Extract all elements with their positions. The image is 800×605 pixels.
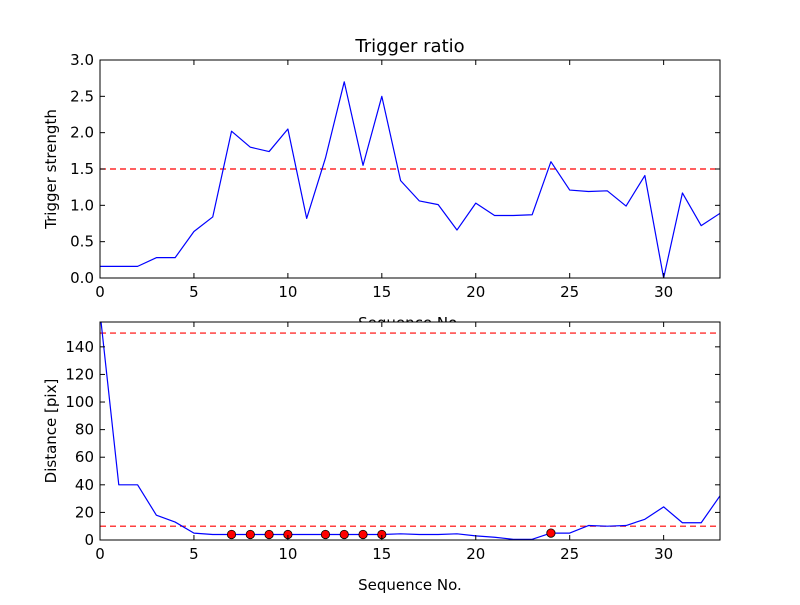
- plot-data: [100, 81, 720, 278]
- x-axis-label: Sequence No.: [358, 576, 462, 594]
- data-point-marker: [320, 529, 331, 540]
- x-tick-label: 0: [95, 545, 105, 563]
- plot-data: [100, 322, 720, 540]
- data-point-marker: [339, 529, 349, 540]
- y-tick-label: 1.0: [70, 196, 94, 214]
- y-tick-label: 120: [65, 365, 94, 383]
- x-tick-label: 15: [372, 545, 391, 563]
- data-point-marker: [546, 528, 556, 538]
- y-tick-label: 140: [65, 338, 94, 356]
- x-tick-label: 25: [560, 545, 579, 563]
- data-point-marker: [226, 529, 237, 540]
- x-tick-label: 15: [372, 283, 391, 301]
- x-tick-label: 30: [654, 283, 673, 301]
- y-tick-label: 0: [84, 531, 94, 549]
- plot-area: [100, 322, 720, 540]
- y-tick-label: 2.5: [70, 87, 94, 105]
- y-tick-label: 60: [75, 448, 94, 466]
- x-tick-label: 30: [654, 545, 673, 563]
- x-tick-label: 5: [189, 545, 199, 563]
- chart-title: Trigger ratio: [354, 36, 464, 57]
- data-point-marker: [358, 529, 368, 540]
- y-tick-label: 80: [75, 421, 94, 439]
- y-axis-label: Distance [pix]: [42, 379, 60, 484]
- series-line: [100, 81, 720, 278]
- y-tick-label: 40: [75, 476, 94, 494]
- x-tick-label: 20: [466, 283, 485, 301]
- y-tick-label: 0.5: [70, 233, 94, 251]
- data-point-marker: [245, 529, 255, 540]
- y-tick-label: 100: [65, 393, 94, 411]
- x-tick-label: 25: [560, 283, 579, 301]
- data-point-marker: [264, 529, 274, 540]
- y-axis-label: Trigger strength: [42, 109, 60, 230]
- x-tick-label: 0: [95, 283, 105, 301]
- y-tick-label: 1.5: [70, 160, 94, 178]
- x-tick-label: 10: [278, 283, 297, 301]
- chart-1: 0 5 10 15 20 25 30 0.0 0.5 1.0 1.5 2.0 2.5 3.0 Trigger…: [42, 36, 721, 332]
- axes-frame: [99, 321, 721, 541]
- x-tick-label: 20: [466, 545, 485, 563]
- chart-2: 0 5 10 15 20 25 30 0 20 40 60 80 100 120 140 Sequence N…: [42, 321, 721, 594]
- y-tick-label: 0.0: [70, 269, 94, 287]
- y-tick-label: 2.0: [70, 124, 94, 142]
- y-tick-label: 20: [75, 503, 94, 521]
- y-tick-label: 3.0: [70, 51, 94, 69]
- x-tick-label: 5: [189, 283, 199, 301]
- series-line: [100, 322, 720, 540]
- x-tick-label: 10: [278, 545, 297, 563]
